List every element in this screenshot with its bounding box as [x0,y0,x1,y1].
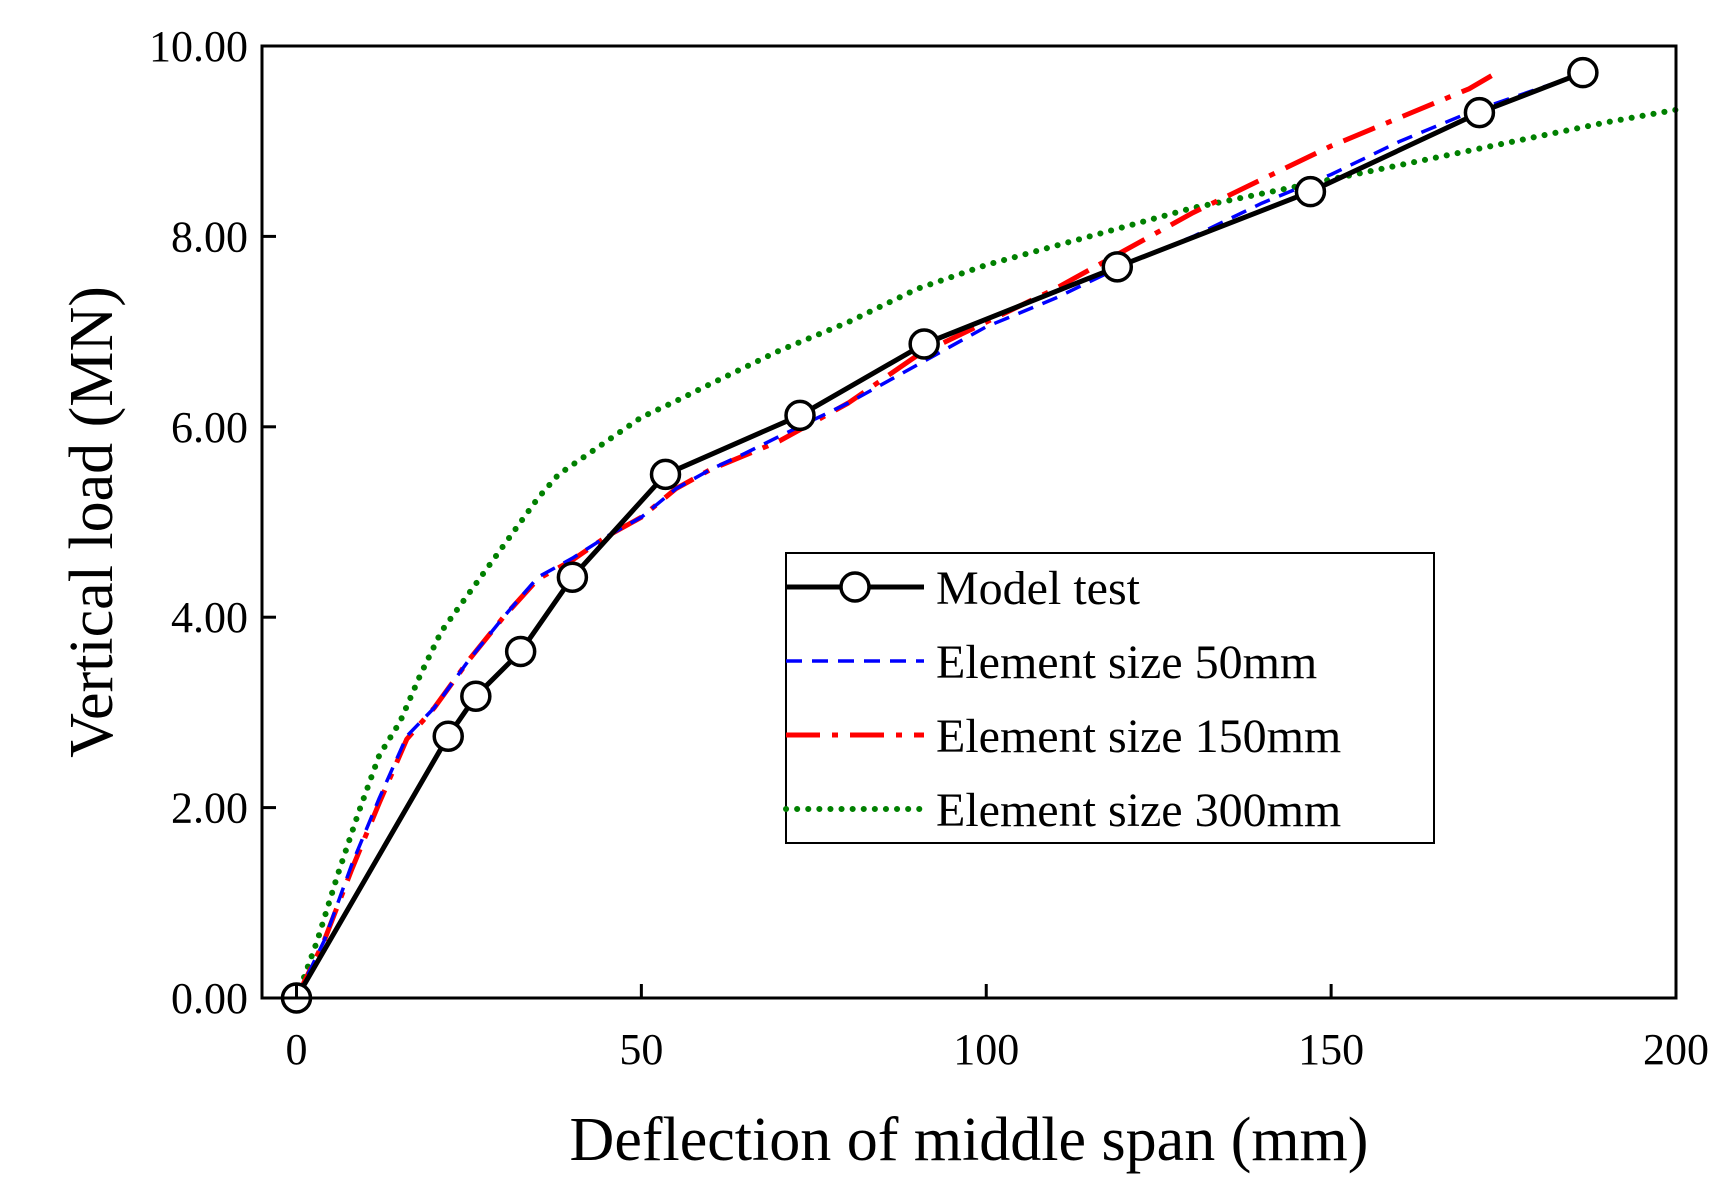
series-layer [280,56,1679,1014]
y-tick-label: 2.00 [171,784,248,833]
y-tick-label: 0.00 [171,974,248,1023]
series-line-2 [294,70,1498,1000]
series-line-1 [294,72,1580,999]
model-test-point [1567,56,1599,89]
legend-label-1: Element size 50mm [936,636,1317,689]
y-tick-label: 8.00 [171,212,248,261]
plot-frame [260,44,1678,1000]
model-test-point [556,561,589,593]
series-line-3 [293,106,1679,1001]
legend-marker [839,571,871,603]
model-test-point [504,635,537,668]
y-tick-label: 10.00 [149,22,248,71]
y-tick-label: 6.00 [171,403,248,452]
series-line-0 [294,70,1584,1000]
model-test-point [784,399,816,432]
x-tick-label: 150 [1298,1025,1364,1074]
model-test-point [1463,96,1496,129]
legend-label-2: Element size 150mm [936,710,1341,763]
model-test-point [1294,175,1327,208]
y-tick-label: 4.00 [171,593,248,642]
x-tick-label: 100 [953,1025,1019,1074]
model-test-point [908,328,940,360]
model-test-point [649,458,682,491]
x-tick-label: 0 [285,1025,307,1074]
x-tick-label: 50 [619,1025,663,1074]
x-tick-label: 200 [1643,1025,1709,1074]
ticks-layer: 0 50 100 150 200 0.00 2.00 4.00 6.00 8.00 10.00 [149,22,1709,1074]
legend: Model test Element size 50mm Element size … [783,552,1435,844]
legend-box [785,552,1435,844]
model-test-point [460,680,492,712]
x-axis-label: Deflection of middle span (mm) [570,1106,1369,1174]
model-test-point [432,720,464,752]
legend-label-3: Element size 300mm [936,784,1341,837]
model-test-point [1101,251,1134,283]
y-axis-label: Vertical load (MN) [58,286,126,758]
legend-label-0: Model test [936,562,1141,615]
